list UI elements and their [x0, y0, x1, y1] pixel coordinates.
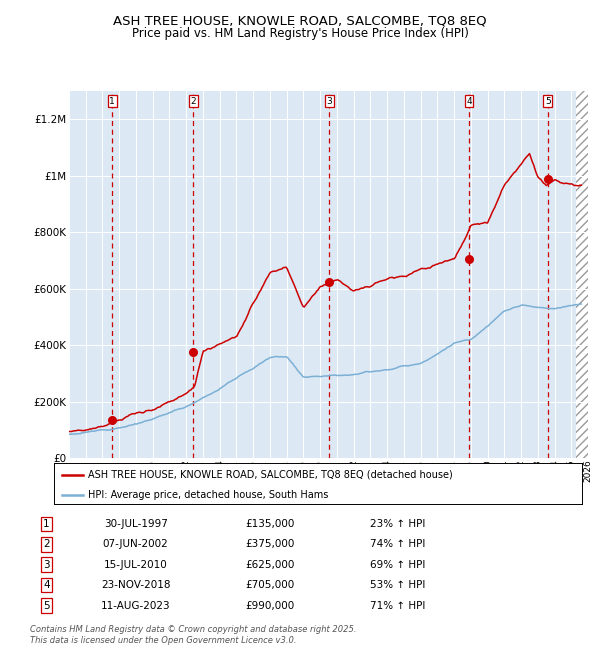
Text: ASH TREE HOUSE, KNOWLE ROAD, SALCOMBE, TQ8 8EQ: ASH TREE HOUSE, KNOWLE ROAD, SALCOMBE, T… [113, 14, 487, 27]
Bar [576, 91, 588, 458]
Text: £625,000: £625,000 [245, 560, 294, 569]
Text: Contains HM Land Registry data © Crown copyright and database right 2025.
This d: Contains HM Land Registry data © Crown c… [30, 625, 356, 645]
Text: 5: 5 [43, 601, 50, 610]
Text: 69% ↑ HPI: 69% ↑ HPI [370, 560, 425, 569]
Text: 11-AUG-2023: 11-AUG-2023 [101, 601, 170, 610]
Text: 53% ↑ HPI: 53% ↑ HPI [370, 580, 425, 590]
Text: 3: 3 [43, 560, 50, 569]
Text: 2: 2 [191, 96, 196, 105]
Text: ASH TREE HOUSE, KNOWLE ROAD, SALCOMBE, TQ8 8EQ (detached house): ASH TREE HOUSE, KNOWLE ROAD, SALCOMBE, T… [88, 470, 453, 480]
Text: 74% ↑ HPI: 74% ↑ HPI [370, 540, 425, 549]
Text: £705,000: £705,000 [245, 580, 294, 590]
Text: 07-JUN-2002: 07-JUN-2002 [103, 540, 169, 549]
Text: 1: 1 [43, 519, 50, 529]
Text: 4: 4 [43, 580, 50, 590]
Text: HPI: Average price, detached house, South Hams: HPI: Average price, detached house, Sout… [88, 490, 329, 500]
Text: 2: 2 [43, 540, 50, 549]
Text: 3: 3 [326, 96, 332, 105]
Text: 15-JUL-2010: 15-JUL-2010 [104, 560, 167, 569]
Text: 71% ↑ HPI: 71% ↑ HPI [370, 601, 425, 610]
Text: £990,000: £990,000 [245, 601, 294, 610]
Text: 23-NOV-2018: 23-NOV-2018 [101, 580, 170, 590]
Text: £135,000: £135,000 [245, 519, 294, 529]
Text: £375,000: £375,000 [245, 540, 294, 549]
Text: Price paid vs. HM Land Registry's House Price Index (HPI): Price paid vs. HM Land Registry's House … [131, 27, 469, 40]
Text: 4: 4 [466, 96, 472, 105]
Text: 5: 5 [545, 96, 551, 105]
Text: 30-JUL-1997: 30-JUL-1997 [104, 519, 167, 529]
Bar [576, 91, 588, 458]
Text: 23% ↑ HPI: 23% ↑ HPI [370, 519, 425, 529]
Text: 1: 1 [109, 96, 115, 105]
